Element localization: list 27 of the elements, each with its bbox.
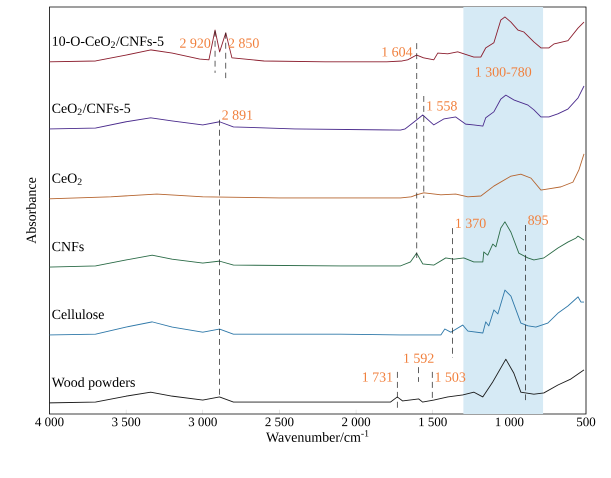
series-label: CNFs xyxy=(52,242,84,252)
annotation: 1 592 xyxy=(404,354,434,363)
x-tick-label: 3 500 xyxy=(112,418,140,426)
annotation: 895 xyxy=(528,215,548,225)
annotation: 1 503 xyxy=(436,372,466,382)
x-tick-label: 2 000 xyxy=(342,418,370,426)
x-axis-title: Wavenumber/cm$^{-1}$ xyxy=(266,430,368,442)
series-label: Cellulose xyxy=(52,309,104,320)
annotation: 2 920 xyxy=(180,38,210,48)
y-axis-title: Absorbance xyxy=(26,178,36,244)
x-tick-label: 500 xyxy=(577,418,596,426)
x-tick-label: 4 000 xyxy=(35,418,64,426)
x-tick-label: 1 500 xyxy=(419,418,447,426)
annotation: 1 558 xyxy=(427,101,457,111)
annotation: 1 370 xyxy=(456,218,486,228)
annotation: 2 891 xyxy=(222,110,252,120)
band-label: 1 300-780 xyxy=(476,67,532,77)
x-tick-label: 1 000 xyxy=(496,418,524,426)
x-tick-label: 2 500 xyxy=(265,418,294,426)
annotation: 1 731 xyxy=(362,372,392,382)
series-label: Wood powders xyxy=(52,377,135,390)
series-label: 10-O-CeO$_{2}$/CNFs-5 xyxy=(52,36,164,48)
series-label: CeO$_{2}$/CNFs-5 xyxy=(52,104,130,116)
annotation: 1 604 xyxy=(382,47,412,57)
x-tick-label: 3 000 xyxy=(188,418,217,426)
series-label: CeO$_{2}$ xyxy=(52,174,82,185)
annotation: 2 850 xyxy=(228,38,259,48)
